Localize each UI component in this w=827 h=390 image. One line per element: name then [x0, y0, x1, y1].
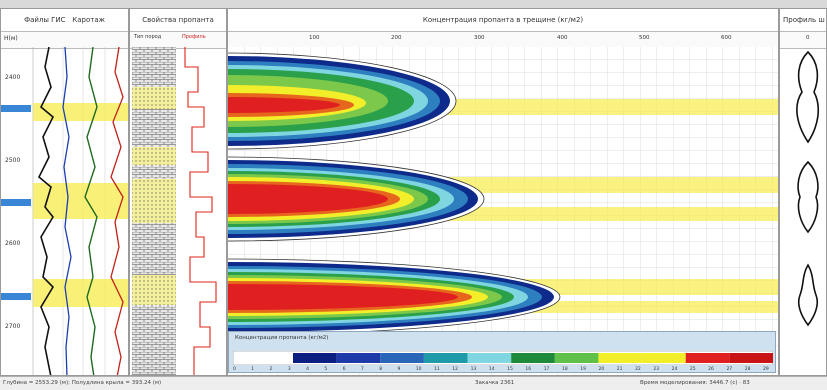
legend-number: 6: [342, 367, 346, 372]
axis-tick: 400: [557, 35, 568, 41]
proppant-subheader: Тип пород Профиль: [130, 31, 226, 49]
profile-label: Профиль: [182, 34, 206, 40]
legend-number: 12: [452, 367, 459, 372]
legend-number: 10: [415, 367, 422, 372]
width-profile-panel: Профиль ш 0: [779, 8, 827, 376]
legend-number: 19: [580, 367, 586, 372]
legend-number: 5: [324, 367, 328, 372]
depth-tick: 2500: [5, 157, 21, 164]
perf-zone-1: [33, 103, 128, 121]
log-curve-blue: [62, 47, 72, 375]
status-right: Время моделирования: 3446.7 (с) · 83: [640, 380, 750, 386]
axis-tick: 300: [474, 35, 485, 41]
legend-number: 18: [561, 367, 568, 372]
logs-title-2: Каротаж: [72, 16, 105, 24]
fracture-wing-2: [228, 156, 485, 242]
width-profile-plot: [796, 50, 820, 327]
log-curve-red: [110, 47, 124, 375]
depth-marker-3: [1, 293, 31, 300]
axis-tick: 500: [639, 35, 650, 41]
legend-color-scale: [233, 351, 773, 365]
proppant-properties-panel: Свойства пропанта Тип пород Профиль: [129, 8, 227, 376]
fracture-concentration-panel: Концентрация пропанта в трещине (кг/м2) …: [227, 8, 779, 376]
status-bar: Глубина = 2553.29 (м); Полудлина крыла =…: [0, 376, 827, 390]
logs-title: Файлы ГИС: [24, 16, 66, 24]
axis-tick: 600: [721, 35, 732, 41]
legend-swatch: [293, 353, 337, 363]
depth-axis: 2400 2500 2600 2700: [1, 47, 31, 375]
width-profile-shape-3: [797, 263, 819, 327]
legend-swatch: [467, 353, 512, 363]
fracture-panel-title: Концентрация пропанта в трещине (кг/м2): [422, 16, 584, 24]
logs-panel-header: Файлы ГИС Каротаж: [1, 9, 128, 31]
axis-tick: 100: [309, 35, 320, 41]
width-axis-tick: 0: [806, 35, 810, 41]
depth-tick: 2600: [5, 240, 21, 247]
log-curve-black: [38, 47, 55, 375]
legend-number: 0: [233, 367, 236, 372]
legend-number: 4: [306, 367, 309, 372]
rock-type-label: Тип пород: [134, 34, 162, 40]
legend-swatch: [336, 353, 381, 363]
legend-number: 23: [653, 367, 660, 372]
legend-number: 28: [744, 367, 751, 372]
depth-marker-1: [1, 105, 31, 112]
legend-number: 16: [525, 367, 532, 372]
fracture-wing-1: [228, 52, 457, 150]
legend-swatch: [685, 353, 730, 363]
logs-curves: [1, 47, 128, 375]
legend-swatch: [423, 353, 468, 363]
legend-number: 11: [434, 367, 440, 372]
width-profile-title: Профиль ш: [783, 16, 825, 24]
logs-panel: Файлы ГИС Каротаж H(м) 2400 2500 2600 27…: [0, 8, 129, 376]
legend-number: 13: [470, 367, 477, 372]
legend-swatch: [729, 353, 773, 363]
legend-title: Концентрация пропанта (кг/м2): [235, 335, 329, 341]
legend-number: 7: [360, 367, 364, 372]
axis-tick: 200: [391, 35, 402, 41]
legend-swatch: [554, 353, 599, 363]
legend-number: 17: [543, 367, 550, 372]
legend-number: 21: [616, 367, 623, 372]
depth-tick: 2400: [5, 74, 21, 81]
fracture-plot: [228, 47, 778, 375]
legend-number: 27: [726, 367, 733, 372]
width-profile-shape-2: [797, 160, 819, 234]
legend-swatch: [598, 353, 643, 363]
legend-number: 2: [269, 367, 273, 372]
legend-swatch: [511, 353, 555, 363]
lithology-column: [132, 47, 217, 375]
legend-numbers: 0 1 2 3 4 5 6 7 8 9 10 11 12 13 14 15 16 17 18 19 20 21 22 23 24…: [233, 367, 773, 373]
legend-number: 20: [598, 367, 605, 372]
status-left: Глубина = 2553.29 (м); Полудлина крыла =…: [3, 380, 162, 386]
legend-number: 15: [507, 367, 513, 372]
legend-number: 29: [763, 367, 769, 372]
legend-number: 1: [251, 367, 255, 372]
log-curve-green: [84, 47, 98, 375]
legend-swatch: [380, 353, 424, 363]
legend-number: 8: [379, 367, 383, 372]
legend-number: 3: [287, 367, 291, 372]
legend-number: 22: [635, 367, 641, 372]
legend-number: 9: [397, 367, 401, 372]
legend-number: 25: [689, 367, 696, 372]
legend-number: 26: [708, 367, 714, 372]
status-middle: Закачка 2361: [475, 380, 515, 386]
legend-number: 14: [488, 367, 495, 372]
width-profile-axis: 0: [780, 31, 826, 49]
fracture-wing-3: [228, 258, 561, 336]
width-profile-shape-1: [796, 50, 820, 144]
depth-tick: 2700: [5, 323, 21, 330]
legend-number: 24: [671, 367, 678, 372]
proppant-panel-title: Свойства пропанта: [142, 16, 214, 24]
depth-marker-2: [1, 199, 31, 206]
legend-swatch: [642, 353, 686, 363]
profile-red-curve: [184, 47, 217, 375]
depth-label: H(м): [4, 35, 18, 42]
